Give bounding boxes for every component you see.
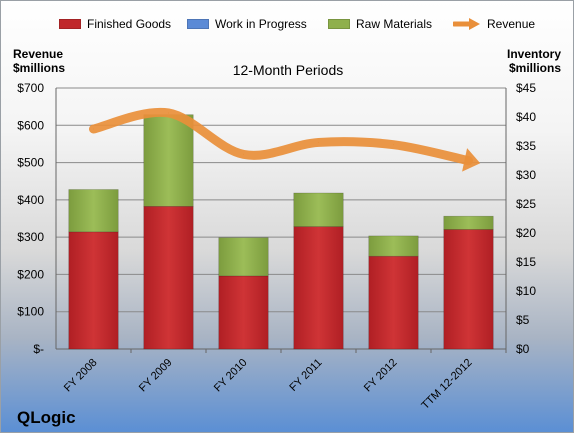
legend-item-revenue: Revenue: [453, 17, 535, 31]
left-axis-title-line1: Revenue: [13, 47, 64, 61]
chart-subtitle: 12-Month Periods: [232, 62, 344, 78]
right-tick-label: $10: [516, 284, 536, 298]
bar-finished-goods: [368, 255, 419, 350]
left-tick-label: $200: [17, 267, 44, 281]
right-tick-label: $15: [516, 255, 536, 269]
revenue-point: [318, 141, 319, 143]
right-axis-title-line1: Inventory: [506, 47, 561, 61]
left-tick-label: $100: [17, 305, 44, 319]
left-axis-title-line2: $millions: [13, 61, 66, 75]
bar-finished-goods: [293, 226, 344, 350]
bar-raw-materials: [68, 189, 119, 233]
bar-raw-materials: [143, 114, 194, 207]
category-label: FY 2009: [137, 357, 175, 395]
bar-raw-materials: [443, 215, 494, 230]
legend: Finished Goods Work in Progress Raw Mate…: [1, 17, 574, 33]
left-tick-label: $700: [17, 81, 44, 95]
category-label: FY 2011: [287, 357, 324, 394]
legend-item-work-in-progress: Work in Progress: [187, 17, 307, 31]
bar-finished-goods: [218, 275, 269, 350]
right-tick-label: $20: [516, 226, 536, 240]
revenue-arrowhead: [462, 148, 481, 172]
left-tick-label: $300: [17, 230, 44, 244]
company-name: QLogic: [17, 408, 76, 427]
legend-swatch-finished-goods: [59, 19, 81, 29]
legend-label-revenue: Revenue: [487, 17, 536, 31]
legend-swatch-work-in-progress: [187, 19, 209, 29]
legend-item-finished-goods: Finished Goods: [59, 17, 171, 31]
category-label: TTM 12-2012: [419, 357, 474, 412]
legend-arrow-icon: [453, 18, 480, 30]
right-tick-label: $40: [516, 110, 536, 124]
legend-swatch-raw-materials: [328, 19, 350, 29]
category-label: FY 2010: [212, 357, 250, 395]
right-tick-label: $30: [516, 168, 536, 182]
bar-raw-materials: [368, 235, 419, 257]
bar-finished-goods: [68, 231, 119, 350]
left-tick-label: $400: [17, 193, 44, 207]
right-tick-label: $0: [516, 342, 530, 356]
legend-label-finished-goods: Finished Goods: [87, 17, 172, 31]
legend-label-raw-materials: Raw Materials: [356, 17, 433, 31]
right-axis-title-line2: $millions: [508, 61, 561, 75]
bar-raw-materials: [218, 237, 269, 277]
category-label: FY 2012: [362, 357, 400, 395]
bar-finished-goods: [143, 206, 194, 350]
left-axis-title: Revenue $millions: [13, 47, 65, 75]
category-label: FY 2008: [62, 357, 100, 395]
legend-label-work-in-progress: Work in Progress: [215, 17, 307, 31]
right-tick-label: $25: [516, 197, 536, 211]
right-axis-title: Inventory $millions: [507, 47, 561, 75]
bar-raw-materials: [293, 192, 344, 227]
revenue-point: [93, 128, 94, 130]
revenue-point: [393, 144, 394, 146]
left-tick-label: $-: [33, 342, 44, 356]
legend-item-raw-materials: Raw Materials: [328, 17, 432, 31]
revenue-point: [168, 112, 169, 114]
right-tick-label: $35: [516, 139, 536, 153]
right-tick-label: $5: [516, 313, 530, 327]
revenue-point: [243, 153, 244, 155]
revenue-line: [89, 107, 473, 166]
left-tick-label: $500: [17, 156, 44, 170]
bar-finished-goods: [443, 229, 494, 350]
left-tick-label: $600: [17, 118, 44, 132]
right-tick-label: $45: [516, 81, 536, 95]
